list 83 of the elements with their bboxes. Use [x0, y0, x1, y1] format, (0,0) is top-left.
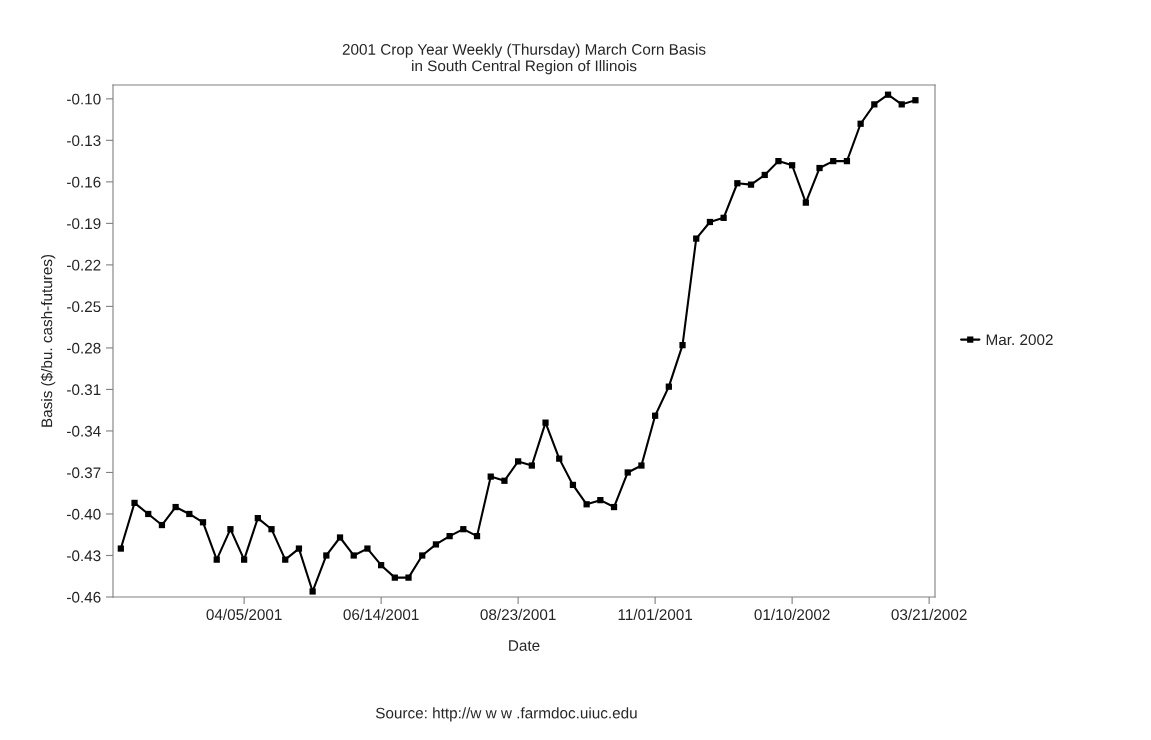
- point: [487, 473, 494, 480]
- point: [364, 545, 371, 552]
- point: [720, 214, 727, 221]
- x-tick-label: 11/01/2001: [618, 608, 693, 621]
- point: [227, 526, 234, 533]
- y-tick-label: -0.31: [67, 384, 101, 396]
- point: [775, 157, 782, 165]
- point: [610, 503, 618, 511]
- source-note: Source: http://w w w .farmdoc.uiuc.edu: [375, 707, 637, 722]
- point: [473, 532, 481, 540]
- point: [857, 120, 864, 127]
- y-tick-label: -0.22: [67, 259, 101, 271]
- point: [624, 469, 631, 476]
- y-axis-title: Basis ($/bu. cash-futures): [40, 254, 56, 427]
- point: [912, 97, 919, 104]
- point: [117, 545, 124, 552]
- y-tick-label: -0.43: [67, 550, 101, 562]
- x-axis-title: Date: [509, 640, 540, 651]
- point: [213, 556, 220, 563]
- y-tick-label: -0.46: [67, 591, 101, 603]
- point: [706, 218, 714, 226]
- point: [419, 552, 426, 559]
- x-tick-label: 01/10/2002: [754, 608, 830, 621]
- point: [830, 157, 837, 165]
- point: [268, 526, 275, 533]
- point: [172, 503, 179, 511]
- point: [843, 157, 851, 165]
- y-tick-label: -0.10: [67, 93, 101, 105]
- point: [569, 481, 577, 489]
- point: [747, 181, 755, 188]
- y-tick-label: -0.40: [67, 508, 101, 520]
- point: [446, 532, 453, 540]
- point: [391, 574, 398, 581]
- point: [679, 342, 686, 349]
- point: [158, 521, 166, 529]
- y-tick-label: -0.28: [67, 342, 101, 354]
- point: [199, 519, 207, 526]
- point: [131, 499, 138, 507]
- point: [871, 101, 878, 108]
- x-tick-label: 03/21/2002: [891, 608, 967, 621]
- point: [254, 515, 261, 522]
- point: [693, 235, 700, 242]
- point: [405, 574, 412, 581]
- point: [542, 419, 549, 426]
- point: [789, 162, 796, 169]
- point: [186, 510, 193, 518]
- point: [528, 462, 535, 469]
- x-tick-label: 06/14/2001: [343, 608, 419, 621]
- legend-label: Mar. 2002: [986, 334, 1053, 346]
- point: [282, 556, 289, 563]
- chart-title: 2001 Crop Year Weekly (Thursday) March Corn Basis in South Central Region of Illinois: [342, 43, 706, 75]
- point: [432, 541, 440, 548]
- point: [761, 171, 768, 179]
- point: [802, 199, 809, 206]
- point: [898, 101, 905, 108]
- point: [323, 552, 330, 559]
- point: [241, 556, 248, 563]
- point: [460, 526, 467, 533]
- point: [145, 510, 152, 518]
- point: [597, 497, 604, 504]
- point: [309, 588, 316, 595]
- point: [378, 562, 385, 569]
- point: [884, 91, 892, 98]
- point: [816, 164, 823, 172]
- point: [515, 458, 522, 465]
- point: [501, 477, 508, 484]
- point: [665, 383, 672, 390]
- y-tick-label: -0.37: [67, 467, 101, 479]
- x-tick-label: 08/23/2001: [480, 608, 556, 621]
- y-tick-label: -0.25: [67, 301, 101, 313]
- x-tick-label: 04/05/2001: [206, 608, 282, 621]
- y-tick-label: -0.34: [67, 425, 101, 437]
- point: [336, 534, 344, 541]
- point: [583, 501, 590, 508]
- point: [652, 412, 659, 419]
- point: [350, 552, 357, 559]
- point: [638, 462, 645, 469]
- point: [734, 180, 741, 187]
- y-tick-label: -0.16: [67, 176, 101, 188]
- point: [295, 545, 303, 552]
- y-tick-label: -0.13: [67, 135, 101, 147]
- point: [556, 455, 563, 462]
- y-tick-label: -0.19: [67, 218, 101, 230]
